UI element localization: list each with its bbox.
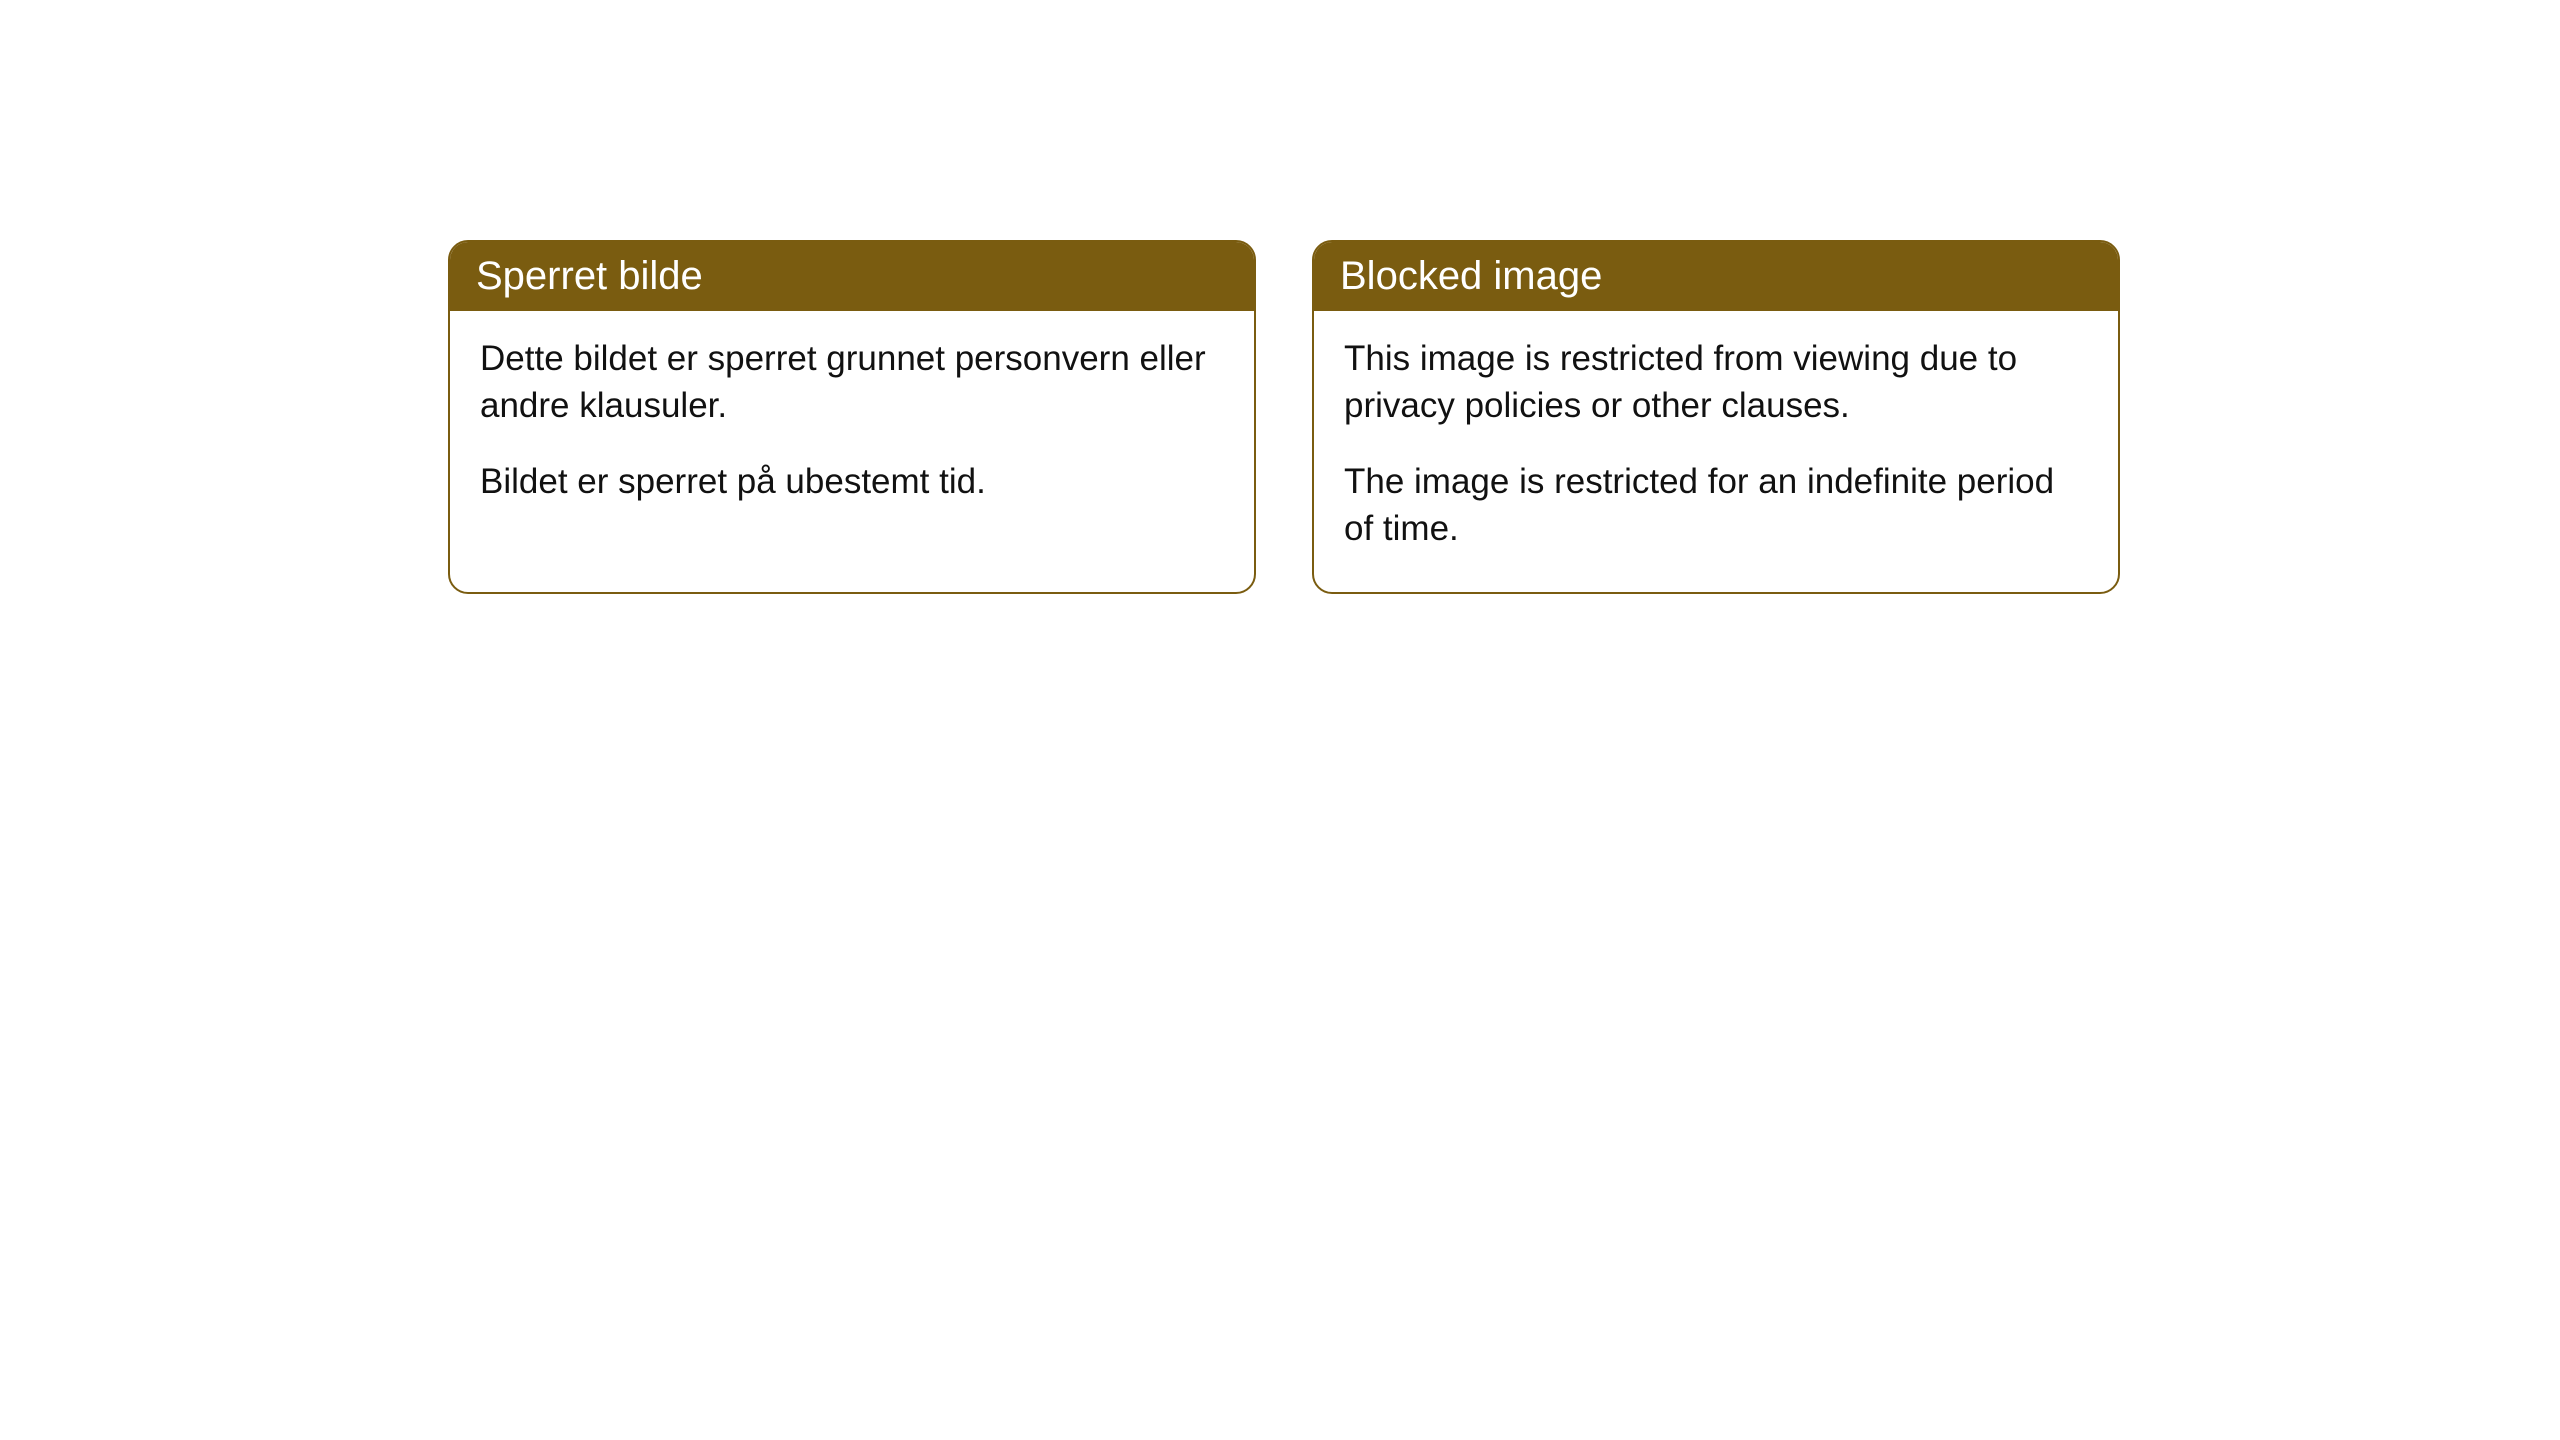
- card-title-en: Blocked image: [1314, 242, 2118, 311]
- card-paragraph-en-2: The image is restricted for an indefinit…: [1344, 458, 2088, 553]
- card-paragraph-en-1: This image is restricted from viewing du…: [1344, 335, 2088, 430]
- card-body-no: Dette bildet er sperret grunnet personve…: [450, 311, 1254, 545]
- blocked-image-card-no: Sperret bilde Dette bildet er sperret gr…: [448, 240, 1256, 594]
- card-paragraph-no-1: Dette bildet er sperret grunnet personve…: [480, 335, 1224, 430]
- card-title-no: Sperret bilde: [450, 242, 1254, 311]
- blocked-image-card-en: Blocked image This image is restricted f…: [1312, 240, 2120, 594]
- card-paragraph-no-2: Bildet er sperret på ubestemt tid.: [480, 458, 1224, 505]
- card-body-en: This image is restricted from viewing du…: [1314, 311, 2118, 592]
- cards-container: Sperret bilde Dette bildet er sperret gr…: [0, 0, 2560, 594]
